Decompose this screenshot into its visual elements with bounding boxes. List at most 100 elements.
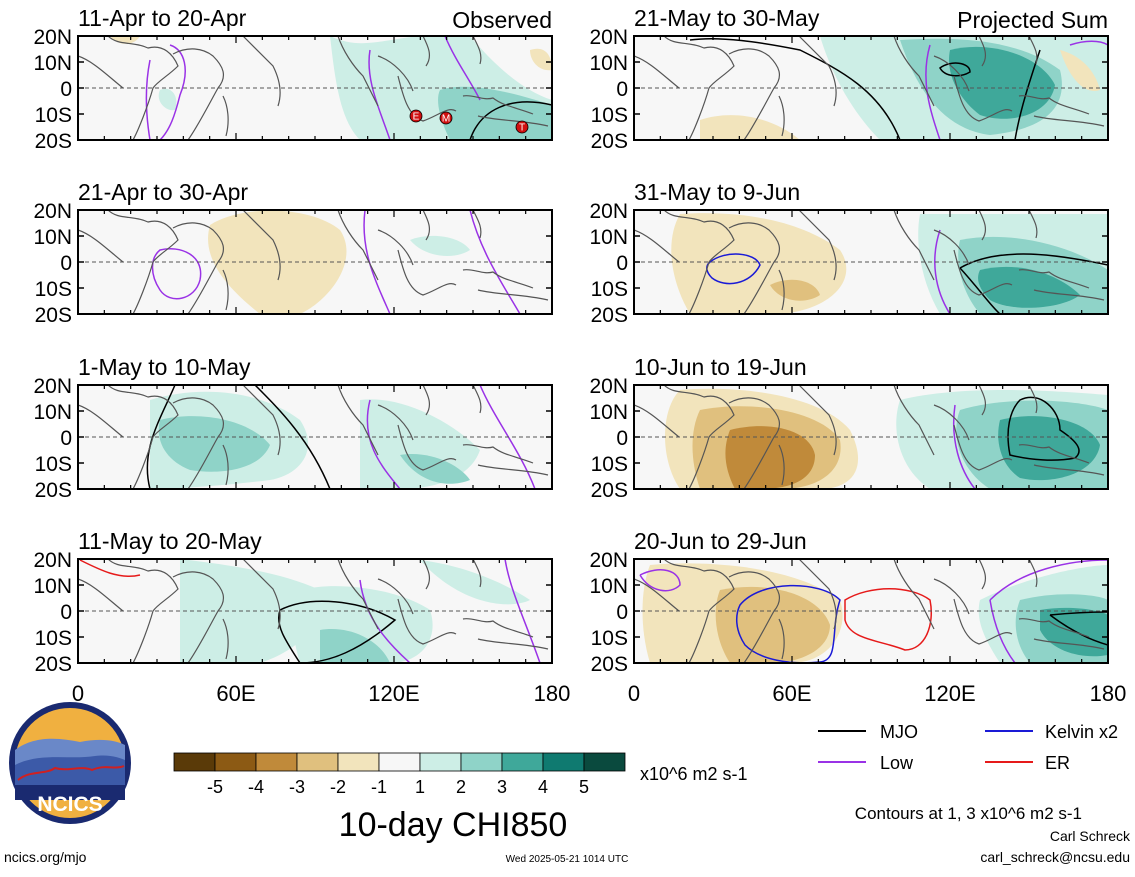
colorbar-swatch [378,752,421,772]
map-overlays [78,36,1108,663]
lat-tick-label: 20N [33,26,72,49]
site-url: ncics.org/mjo [4,849,87,865]
colorbar-swatch [460,752,503,772]
ncics-logo: NCICS [9,702,131,824]
lat-tick-label: 0 [616,252,628,275]
colorbar-tick-label: 5 [579,777,589,797]
colorbar-swatch [296,752,339,772]
legend: MJO Kelvin x2 Low ER [818,722,1118,773]
lon-tick-label: 180 [534,681,571,706]
panel-title: 11-Apr to 20-Apr [78,5,247,31]
lat-tick-label: 20N [589,26,628,49]
land-outline [78,559,549,663]
panel-title: 10-Jun to 19-Jun [634,354,807,380]
panel-observed-2: 21-Apr to 30-Apr [78,179,552,314]
panel-title: 11-May to 20-May [78,528,262,554]
lat-tick-label: 20S [591,304,628,327]
svg-text:T: T [519,123,525,134]
lat-tick-label: 10S [591,453,628,476]
lat-tick-label: 0 [616,601,628,624]
map-axes: 20N 10N 0 10S 20S 20N 10N 0 10S 20S 20N 10N 0 10S 20S 2… [33,26,1126,706]
lat-tick-label: 20S [35,130,72,153]
lat-tick-label: 0 [60,78,72,101]
lat-tick-label: 20S [591,479,628,502]
colorbar-swatch [214,752,257,772]
panel-projected-1: 21-May to 30-May Projected Sum [634,5,1108,140]
legend-item-mjo: MJO [818,722,918,742]
panel-title: 21-May to 30-May [634,5,820,31]
lon-tick-label: 0 [72,681,84,706]
colorbar-swatch [501,752,544,772]
panel-title: 21-Apr to 30-Apr [78,179,248,205]
legend-item-er: ER [985,753,1070,773]
lon-tick-label: 120E [924,681,975,706]
svg-text:ER: ER [1045,753,1070,773]
panel-projected-3: 10-Jun to 19-Jun [634,354,1108,489]
land-outline [78,36,549,140]
storm-marker-m: M [439,111,453,125]
lat-tick-label: 10N [33,226,72,249]
lat-tick-label: 10N [589,401,628,424]
colorbar-tick-label: -1 [371,777,387,797]
panel-observed-1: 11-Apr to 20-Apr Observed [78,5,552,140]
lat-tick-label: 10N [589,575,628,598]
lat-tick-label: 10N [33,575,72,598]
panel-title: 20-Jun to 29-Jun [634,528,807,554]
colorbar-swatch [255,752,298,772]
panel-title: 1-May to 10-May [78,354,251,380]
svg-text:E: E [413,112,420,123]
lat-tick-label: 10S [591,278,628,301]
column-label-projected: Projected Sum [957,7,1108,33]
lat-tick-label: 10S [591,104,628,127]
timestamp: Wed 2025-05-21 1014 UTC [506,854,629,865]
lon-tick-label: 0 [628,681,640,706]
colorbar: -5 -4 -3 -2 -1 1 2 3 4 5 [173,752,626,797]
storm-marker-e: E [409,109,423,123]
lat-tick-label: 0 [616,427,628,450]
panel-title: 31-May to 9-Jun [634,179,800,205]
storm-marker-t: T [515,120,529,134]
panel-projected-2: 31-May to 9-Jun [634,179,1108,314]
colorbar-swatch [173,752,216,772]
land-outline [78,210,549,314]
colorbar-units: x10^6 m2 s-1 [640,764,748,784]
figure-title: 10-day CHI850 [339,806,568,844]
lat-tick-label: 10S [591,627,628,650]
author-email: carl_schreck@ncsu.edu [980,849,1130,865]
lat-tick-label: 10S [35,104,72,127]
lon-tick-label: 120E [368,681,419,706]
lat-tick-label: 20N [33,375,72,398]
lat-tick-label: 10N [589,52,628,75]
land-outline [634,36,1105,140]
colorbar-swatch [583,752,626,772]
svg-text:MJO: MJO [880,722,918,742]
colorbar-tick-label: -4 [248,777,264,797]
land-outline [78,385,549,489]
svg-text:M: M [442,114,450,125]
land-outline [634,559,1105,663]
lat-tick-label: 10N [33,401,72,424]
lon-tick-label: 180 [1090,681,1127,706]
lat-tick-label: 0 [60,601,72,624]
lat-tick-label: 20N [589,375,628,398]
colorbar-tick-label: 2 [456,777,466,797]
contour-note: Contours at 1, 3 x10^6 m2 s-1 [855,804,1082,823]
logo-text: NCICS [37,793,102,816]
lat-tick-label: 20N [33,549,72,572]
storm-markers: E M T [409,109,529,134]
colorbar-swatch [337,752,380,772]
lat-tick-label: 20N [589,549,628,572]
land-outline [634,385,1105,489]
lon-tick-label: 60E [216,681,255,706]
lat-tick-label: 20S [35,653,72,676]
colorbar-tick-label: 4 [538,777,548,797]
colorbar-tick-label: -5 [207,777,223,797]
svg-text:Kelvin x2: Kelvin x2 [1045,722,1118,742]
panel-projected-4: 20-Jun to 29-Jun [634,528,1108,663]
lat-tick-label: 20N [33,200,72,223]
svg-text:Low: Low [880,753,914,773]
colorbar-tick-label: -2 [330,777,346,797]
legend-item-kelvin: Kelvin x2 [985,722,1118,742]
